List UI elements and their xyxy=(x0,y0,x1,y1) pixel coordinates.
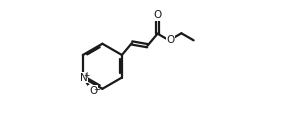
Text: +: + xyxy=(83,71,90,80)
Text: O: O xyxy=(166,35,175,45)
Text: N: N xyxy=(80,73,87,83)
Text: −: − xyxy=(93,85,100,94)
Text: O: O xyxy=(153,10,162,20)
Text: O: O xyxy=(89,86,97,95)
